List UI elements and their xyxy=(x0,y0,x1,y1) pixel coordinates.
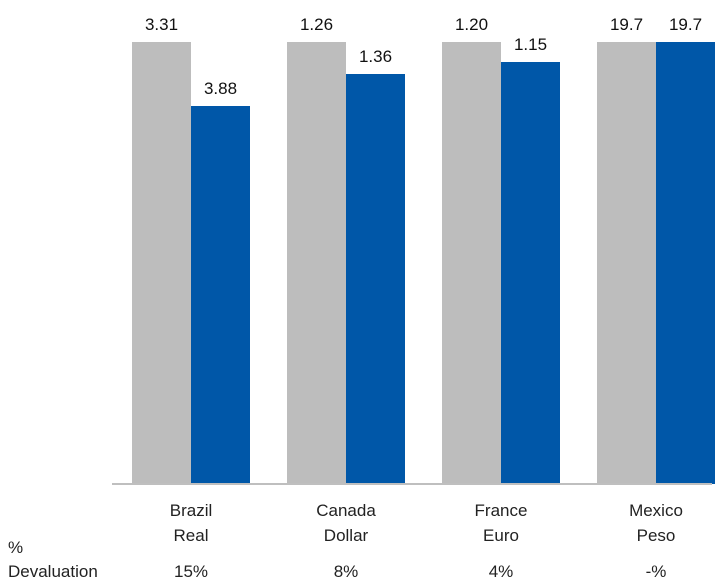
bar-canada-dollar-series-2 xyxy=(346,74,405,484)
devaluation-values-group: 15% 8% 4% -% xyxy=(174,562,666,581)
bar-france-euro-series-1 xyxy=(442,42,501,484)
category-label-france-euro-line2: Euro xyxy=(483,526,519,545)
data-label-canada-dollar-series-2: 1.36 xyxy=(359,47,392,66)
bar-brazil-real-series-2 xyxy=(191,106,250,484)
data-label-france-euro-series-1: 1.20 xyxy=(455,15,488,34)
bars-group xyxy=(132,42,715,484)
category-label-canada-dollar-line2: Dollar xyxy=(324,526,369,545)
category-label-brazil-real-line2: Real xyxy=(174,526,209,545)
category-label-mexico-peso-line2: Peso xyxy=(637,526,676,545)
data-label-france-euro-series-2: 1.15 xyxy=(514,35,547,54)
bar-canada-dollar-series-1 xyxy=(287,42,346,484)
data-label-brazil-real-series-2: 3.88 xyxy=(204,79,237,98)
data-label-mexico-peso-series-1: 19.7 xyxy=(610,15,643,34)
bar-labels-group: 3.31 3.88 1.26 1.36 1.20 1.15 19.7 19.7 xyxy=(145,15,702,98)
devaluation-value-france-euro: 4% xyxy=(489,562,514,581)
category-label-canada-dollar-line1: Canada xyxy=(316,501,376,520)
devaluation-value-canada-dollar: 8% xyxy=(334,562,359,581)
bar-brazil-real-series-1 xyxy=(132,42,191,484)
data-label-canada-dollar-series-1: 1.26 xyxy=(300,15,333,34)
bar-mexico-peso-series-2 xyxy=(656,42,715,484)
devaluation-row-label-line2: Devaluation xyxy=(8,562,98,581)
data-label-brazil-real-series-1: 3.31 xyxy=(145,15,178,34)
category-label-france-euro-line1: France xyxy=(475,501,528,520)
devaluation-value-mexico-peso: -% xyxy=(646,562,667,581)
devaluation-row-label-line1: % xyxy=(8,538,23,557)
bar-mexico-peso-series-1 xyxy=(597,42,656,484)
bar-france-euro-series-2 xyxy=(501,62,560,484)
category-labels-group: Brazil Real Canada Dollar France Euro Mexico Pe… xyxy=(170,501,683,545)
data-label-mexico-peso-series-2: 19.7 xyxy=(669,15,702,34)
devaluation-value-brazil-real: 15% xyxy=(174,562,208,581)
category-label-mexico-peso-line1: Mexico xyxy=(629,501,683,520)
category-label-brazil-real-line1: Brazil xyxy=(170,501,213,520)
